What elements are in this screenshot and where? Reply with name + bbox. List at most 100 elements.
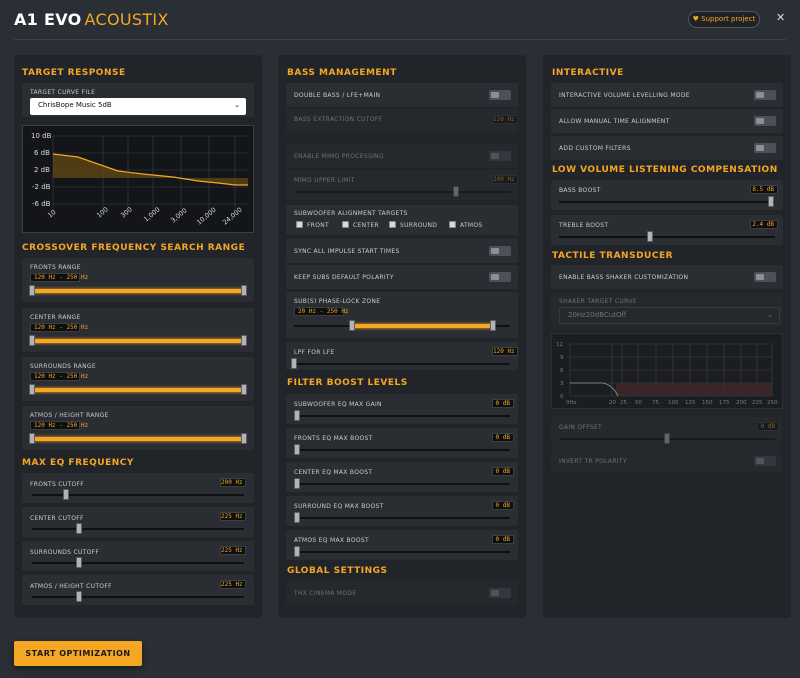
shaker-plot-svg: 12 9 6 3 0 0Hz 20 25 50 75 100 125 150 1…	[556, 342, 778, 406]
x-tick: 0Hz	[566, 400, 577, 406]
crossover-range-low-thumb[interactable]	[29, 285, 35, 296]
treble-boost-track	[559, 236, 775, 238]
double-bass-toggle[interactable]	[489, 90, 511, 100]
start-optimization-button[interactable]: START OPTIMIZATION	[14, 641, 142, 666]
filter-boost-row: SUBWOOFER EQ MAX GAIN 0 dB	[286, 394, 518, 424]
x-tick: 50	[635, 400, 642, 406]
filter-boost-row: SURROUND EQ MAX BOOST 0 dB	[286, 496, 518, 526]
double-bass-label: DOUBLE BASS / LFE+MAIN	[294, 92, 381, 99]
max-eq-label: FRONTS CUTOFF	[30, 481, 84, 488]
crossover-range-low-thumb[interactable]	[29, 384, 35, 395]
filter-boost-row: ATMOS EQ MAX BOOST 0 dB	[286, 530, 518, 560]
mimo-enable-toggle[interactable]	[489, 151, 511, 161]
gain-offset-label: GAIN OFFSET	[559, 424, 603, 431]
column-middle: BASS MANAGEMENT DOUBLE BASS / LFE+MAIN B…	[278, 55, 526, 618]
bass-boost-thumb[interactable]	[767, 196, 774, 207]
crossover-range-value: 120 Hz - 250 Hz	[30, 323, 88, 332]
crossover-range-label: FRONTS RANGE	[30, 264, 81, 271]
filter-boost-value: 0 dB	[492, 433, 514, 442]
filter-boost-track	[294, 449, 510, 451]
shaker-curve-select[interactable]: 20Hz20dBCutOff ⌄	[559, 307, 780, 324]
x-tick: 24,000	[221, 206, 244, 227]
crossover-range-low-thumb[interactable]	[29, 433, 35, 444]
thx-toggle[interactable]	[489, 588, 511, 598]
polarity-toggle[interactable]	[489, 272, 511, 282]
filter-boost-row: FRONTS EQ MAX BOOST 0 dB	[286, 428, 518, 458]
y-tick: 2 dB	[34, 166, 50, 174]
chevron-down-icon: ⌄	[767, 311, 773, 319]
phase-lock-low-thumb[interactable]	[349, 320, 356, 331]
crossover-range-high-thumb[interactable]	[241, 384, 247, 395]
mimo-upper-thumb[interactable]	[453, 186, 459, 197]
lpf-row: LPF FOR LFE 120 Hz	[286, 342, 518, 370]
mimo-upper-label: MIMO UPPER LIMIT	[294, 177, 355, 184]
column-left: TARGET RESPONSE TARGET CURVE FILE ChrisB…	[14, 55, 262, 618]
filter-boost-thumb[interactable]	[294, 444, 300, 455]
filter-boost-value: 0 dB	[492, 535, 514, 544]
crossover-range-value: 120 Hz - 250 Hz	[30, 372, 88, 381]
max-eq-thumb[interactable]	[75, 591, 82, 602]
filter-boost-value: 0 dB	[492, 467, 514, 476]
phase-lock-high-thumb[interactable]	[489, 320, 496, 331]
treble-boost-thumb[interactable]	[646, 231, 653, 242]
filter-boost-thumb[interactable]	[294, 410, 300, 421]
gain-offset-track	[559, 438, 775, 440]
target-curve-select[interactable]: ChrisBope Music 5dB ⌄	[30, 98, 246, 115]
crossover-range-value: 120 Hz - 250 Hz	[30, 421, 88, 430]
max-eq-thumb[interactable]	[62, 489, 69, 500]
support-project-button[interactable]: ♥ Support project	[688, 11, 760, 28]
max-eq-value: 200 Hz	[220, 478, 246, 487]
global-settings-heading: GLOBAL SETTINGS	[287, 566, 388, 576]
checkbox-front[interactable]	[296, 221, 303, 228]
checkbox-surround[interactable]	[389, 221, 396, 228]
filter-boost-thumb[interactable]	[294, 512, 300, 523]
filter-boost-label: ATMOS EQ MAX BOOST	[294, 537, 369, 544]
filter-boost-track	[294, 415, 510, 417]
crossover-heading: CROSSOVER FREQUENCY SEARCH RANGE	[22, 243, 246, 253]
double-bass-row: DOUBLE BASS / LFE+MAIN	[286, 83, 518, 107]
crossover-range-high-thumb[interactable]	[241, 285, 247, 296]
max-eq-row: SURROUNDS CUTOFF 225 Hz	[22, 541, 254, 571]
max-eq-thumb[interactable]	[75, 557, 82, 568]
thx-row: THX CINEMA MODE	[286, 581, 518, 605]
custom-filters-toggle[interactable]	[754, 143, 776, 153]
phase-lock-label: SUB(S) PHASE-LOCK ZONE	[294, 298, 381, 305]
sync-toggle[interactable]	[489, 246, 511, 256]
gain-offset-thumb[interactable]	[664, 433, 670, 444]
filter-boost-track	[294, 483, 510, 485]
sub-targets-row: SUBWOOFER ALIGNMENT TARGETS FRONT CENTER…	[286, 205, 518, 235]
bass-boost-row: BASS BOOST 8.5 dB	[551, 180, 783, 210]
target-curve-row: TARGET CURVE FILE ChrisBope Music 5dB ⌄	[22, 83, 254, 117]
shaker-enable-toggle[interactable]	[754, 272, 776, 282]
filter-boost-thumb[interactable]	[294, 546, 300, 557]
mimo-enable-row: ENABLE MIMO PROCESSING	[286, 144, 518, 168]
filter-boost-value: 0 dB	[492, 399, 514, 408]
mimo-upper-row: MIMO UPPER LIMIT 200 Hz	[286, 170, 518, 200]
crossover-range-low-thumb[interactable]	[29, 335, 35, 346]
lpf-thumb[interactable]	[291, 358, 297, 369]
checkbox-center[interactable]	[342, 221, 349, 228]
close-icon[interactable]: ✕	[776, 11, 786, 24]
crossover-range-high-thumb[interactable]	[241, 335, 247, 346]
checkbox-atmos[interactable]	[449, 221, 456, 228]
shaker-plot: 12 9 6 3 0 0Hz 20 25 50 75 100 125 150 1…	[551, 333, 783, 409]
checkbox-surround-label: SURROUND	[400, 222, 438, 229]
x-tick: 125	[685, 400, 696, 406]
checkbox-front-label: FRONT	[307, 222, 329, 229]
custom-filters-row: ADD CUSTOM FILTERS	[551, 136, 783, 160]
max-eq-label: CENTER CUTOFF	[30, 515, 84, 522]
shaker-enable-label: ENABLE BASS SHAKER CUSTOMIZATION	[559, 274, 689, 281]
treble-boost-value: 2.4 dB	[750, 220, 778, 229]
filter-boost-thumb[interactable]	[294, 478, 300, 489]
sync-label: SYNC ALL IMPULSE START TIMES	[294, 248, 400, 255]
max-eq-track	[32, 494, 244, 496]
bass-extraction-label: BASS EXTRACTION CUTOFF	[294, 116, 383, 123]
levelling-toggle[interactable]	[754, 90, 776, 100]
crossover-range-high-thumb[interactable]	[241, 433, 247, 444]
x-tick: 225	[752, 400, 763, 406]
shaker-enable-row: ENABLE BASS SHAKER CUSTOMIZATION	[551, 265, 783, 289]
invert-toggle[interactable]	[754, 456, 776, 466]
x-tick: 75	[652, 400, 659, 406]
time-align-toggle[interactable]	[754, 116, 776, 126]
max-eq-thumb[interactable]	[75, 523, 82, 534]
